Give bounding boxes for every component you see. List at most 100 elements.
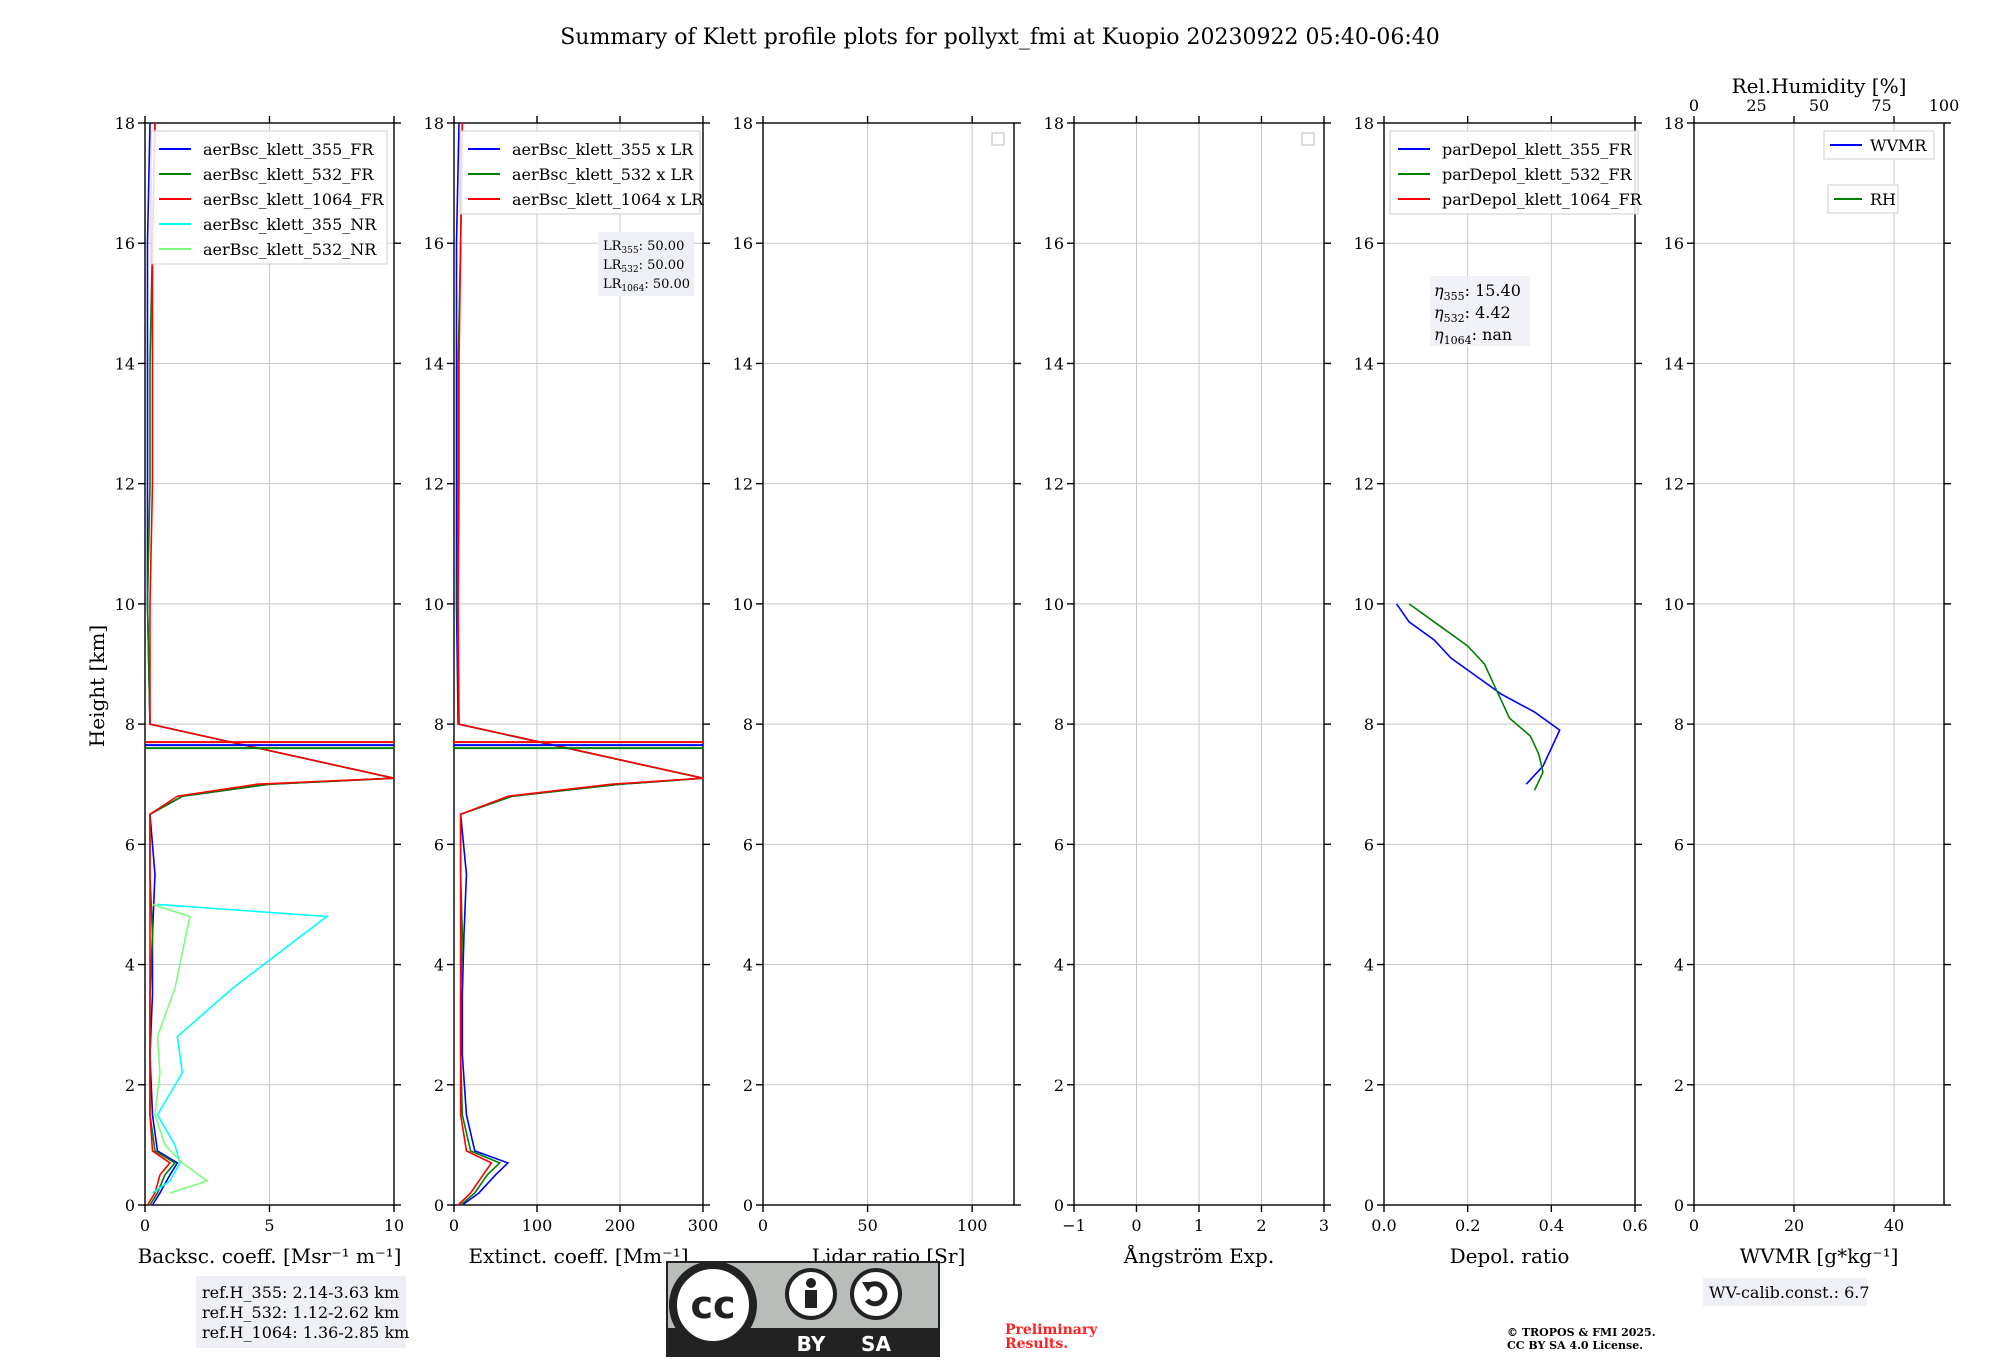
y-tick-label: 0 xyxy=(125,1196,135,1215)
lr-value: LR532: 50.00 xyxy=(603,258,684,275)
legend-label: aerBsc_klett_355_FR xyxy=(203,140,374,159)
series-1064 xyxy=(146,122,395,1206)
series-532 xyxy=(146,122,395,1206)
legend-label: aerBsc_klett_1064_FR xyxy=(203,190,385,209)
y-tick-label: 18 xyxy=(1664,114,1684,133)
panel-frame xyxy=(762,122,1015,1206)
panel-frame xyxy=(453,122,704,1206)
legend-box xyxy=(1389,130,1639,215)
x-tick-label: 2 xyxy=(1256,1216,1266,1235)
legend-label: parDepol_klett_532_FR xyxy=(1442,165,1633,184)
y-tick-label: 0 xyxy=(1054,1196,1064,1215)
x-axis-label: WVMR [g*kg⁻¹] xyxy=(1740,1244,1899,1268)
y-tick-label: 10 xyxy=(424,595,444,614)
y-tick-label: 8 xyxy=(125,715,135,734)
y-tick-label: 14 xyxy=(1664,354,1684,373)
y-tick-label: 16 xyxy=(733,234,753,253)
y-tick-label: 16 xyxy=(1354,234,1374,253)
series-355 xyxy=(455,122,704,1206)
copyright-line1: © TROPOS & FMI 2025. xyxy=(1507,1326,1656,1339)
panel-6: 0 2 4 6 8 10 12 14 16 18 0 20 40 WVMR [g*kg⁻¹] WVMR RH 0… xyxy=(1664,74,1960,1268)
ref-height-355: ref.H_355: 2.14-3.63 km xyxy=(202,1283,399,1302)
y-tick-label: 18 xyxy=(424,114,444,133)
y-tick-label: 18 xyxy=(1354,114,1374,133)
x-axis-label: Backsc. coeff. [Msr⁻¹ m⁻¹] xyxy=(138,1244,402,1268)
y-tick-label: 12 xyxy=(1354,475,1374,494)
series-depol-532 xyxy=(1408,603,1544,791)
y-tick-label: 16 xyxy=(424,234,444,253)
y-tick-label: 8 xyxy=(1674,715,1684,734)
y-tick-label: 2 xyxy=(125,1076,135,1095)
ref-height-1064: ref.H_1064: 1.36-2.85 km xyxy=(202,1323,409,1342)
ref-height-box: ref.H_355: 2.14-3.63 km ref.H_532: 1.12-… xyxy=(196,1276,409,1348)
empty-legend xyxy=(1301,132,1315,146)
y-tick-label: 2 xyxy=(1364,1076,1374,1095)
series-1064 xyxy=(457,122,704,1206)
legend-label: aerBsc_klett_1064 x LR xyxy=(512,190,704,209)
y-tick-label: 10 xyxy=(733,595,753,614)
x-tick-label: 100 xyxy=(522,1216,553,1235)
top-tick-label: 25 xyxy=(1746,96,1766,115)
panel-frame xyxy=(1383,122,1636,1206)
top-axis-label: Rel.Humidity [%] xyxy=(1732,74,1907,98)
y-tick-label: 6 xyxy=(434,835,444,854)
y-tick-label: 14 xyxy=(733,354,753,373)
x-tick-label: 0 xyxy=(1131,1216,1141,1235)
wv-calib-box: WV-calib.const.: 6.7 xyxy=(1703,1278,1870,1306)
x-tick-label: 0 xyxy=(449,1216,459,1235)
y-tick-label: 4 xyxy=(434,956,444,975)
y-tick-label: 2 xyxy=(434,1076,444,1095)
x-tick-label: 0.6 xyxy=(1622,1216,1647,1235)
y-tick-label: 2 xyxy=(743,1076,753,1095)
y-tick-label: 2 xyxy=(1054,1076,1064,1095)
x-tick-label: 100 xyxy=(957,1216,988,1235)
y-tick-label: 0 xyxy=(743,1196,753,1215)
series-355-nr xyxy=(152,903,329,1194)
y-tick-label: 2 xyxy=(1674,1076,1684,1095)
legend-label: aerBsc_klett_532 x LR xyxy=(512,165,694,184)
y-tick-label: 12 xyxy=(1664,475,1684,494)
y-tick-label: 10 xyxy=(1044,595,1064,614)
legend-box xyxy=(459,130,701,215)
top-tick-label: 0 xyxy=(1689,96,1699,115)
x-tick-label: 0.2 xyxy=(1455,1216,1480,1235)
y-tick-label: 4 xyxy=(1364,956,1374,975)
y-tick-label: 10 xyxy=(1664,595,1684,614)
sa-label: SA xyxy=(861,1332,891,1356)
y-tick-label: 0 xyxy=(1674,1196,1684,1215)
panel-frame xyxy=(1693,122,1945,1206)
eta-value: η1064: nan xyxy=(1434,325,1512,347)
y-tick-label: 12 xyxy=(1044,475,1064,494)
eta-value: η532: 4.42 xyxy=(1434,303,1511,325)
sa-icon xyxy=(850,1268,902,1320)
preliminary-line1: Preliminary xyxy=(1005,1322,1098,1338)
top-tick-label: 75 xyxy=(1871,96,1891,115)
lr-value: LR1064: 50.00 xyxy=(603,277,690,294)
y-tick-label: 12 xyxy=(733,475,753,494)
top-tick-label: 50 xyxy=(1809,96,1829,115)
x-tick-label: 50 xyxy=(857,1216,877,1235)
ref-height-532: ref.H_532: 1.12-2.62 km xyxy=(202,1303,399,1322)
y-tick-label: 6 xyxy=(125,835,135,854)
wv-calib-text: WV-calib.const.: 6.7 xyxy=(1709,1283,1870,1302)
series-355 xyxy=(146,122,395,1206)
lr-annotation: LR355: 50.00 LR532: 50.00 LR1064: 50.00 xyxy=(598,232,694,296)
by-label: BY xyxy=(797,1332,826,1356)
y-tick-label: 8 xyxy=(743,715,753,734)
x-axis-label: Ångström Exp. xyxy=(1123,1243,1274,1268)
y-axis-label: Height [km] xyxy=(85,625,109,747)
lr-annotation-box xyxy=(598,232,694,296)
x-tick-label: 40 xyxy=(1884,1216,1904,1235)
series-depol-355 xyxy=(1395,603,1561,785)
x-tick-label: 1 xyxy=(1194,1216,1204,1235)
y-tick-label: 4 xyxy=(125,956,135,975)
y-tick-label: 4 xyxy=(1674,956,1684,975)
y-tick-label: 0 xyxy=(1364,1196,1374,1215)
legend-label: parDepol_klett_355_FR xyxy=(1442,140,1633,159)
x-tick-label: 0 xyxy=(1689,1216,1699,1235)
panel-1: 0 2 4 6 8 10 12 14 16 18 0 5 10 Backsc. coeff. [Msr⁻¹… xyxy=(115,114,405,1268)
